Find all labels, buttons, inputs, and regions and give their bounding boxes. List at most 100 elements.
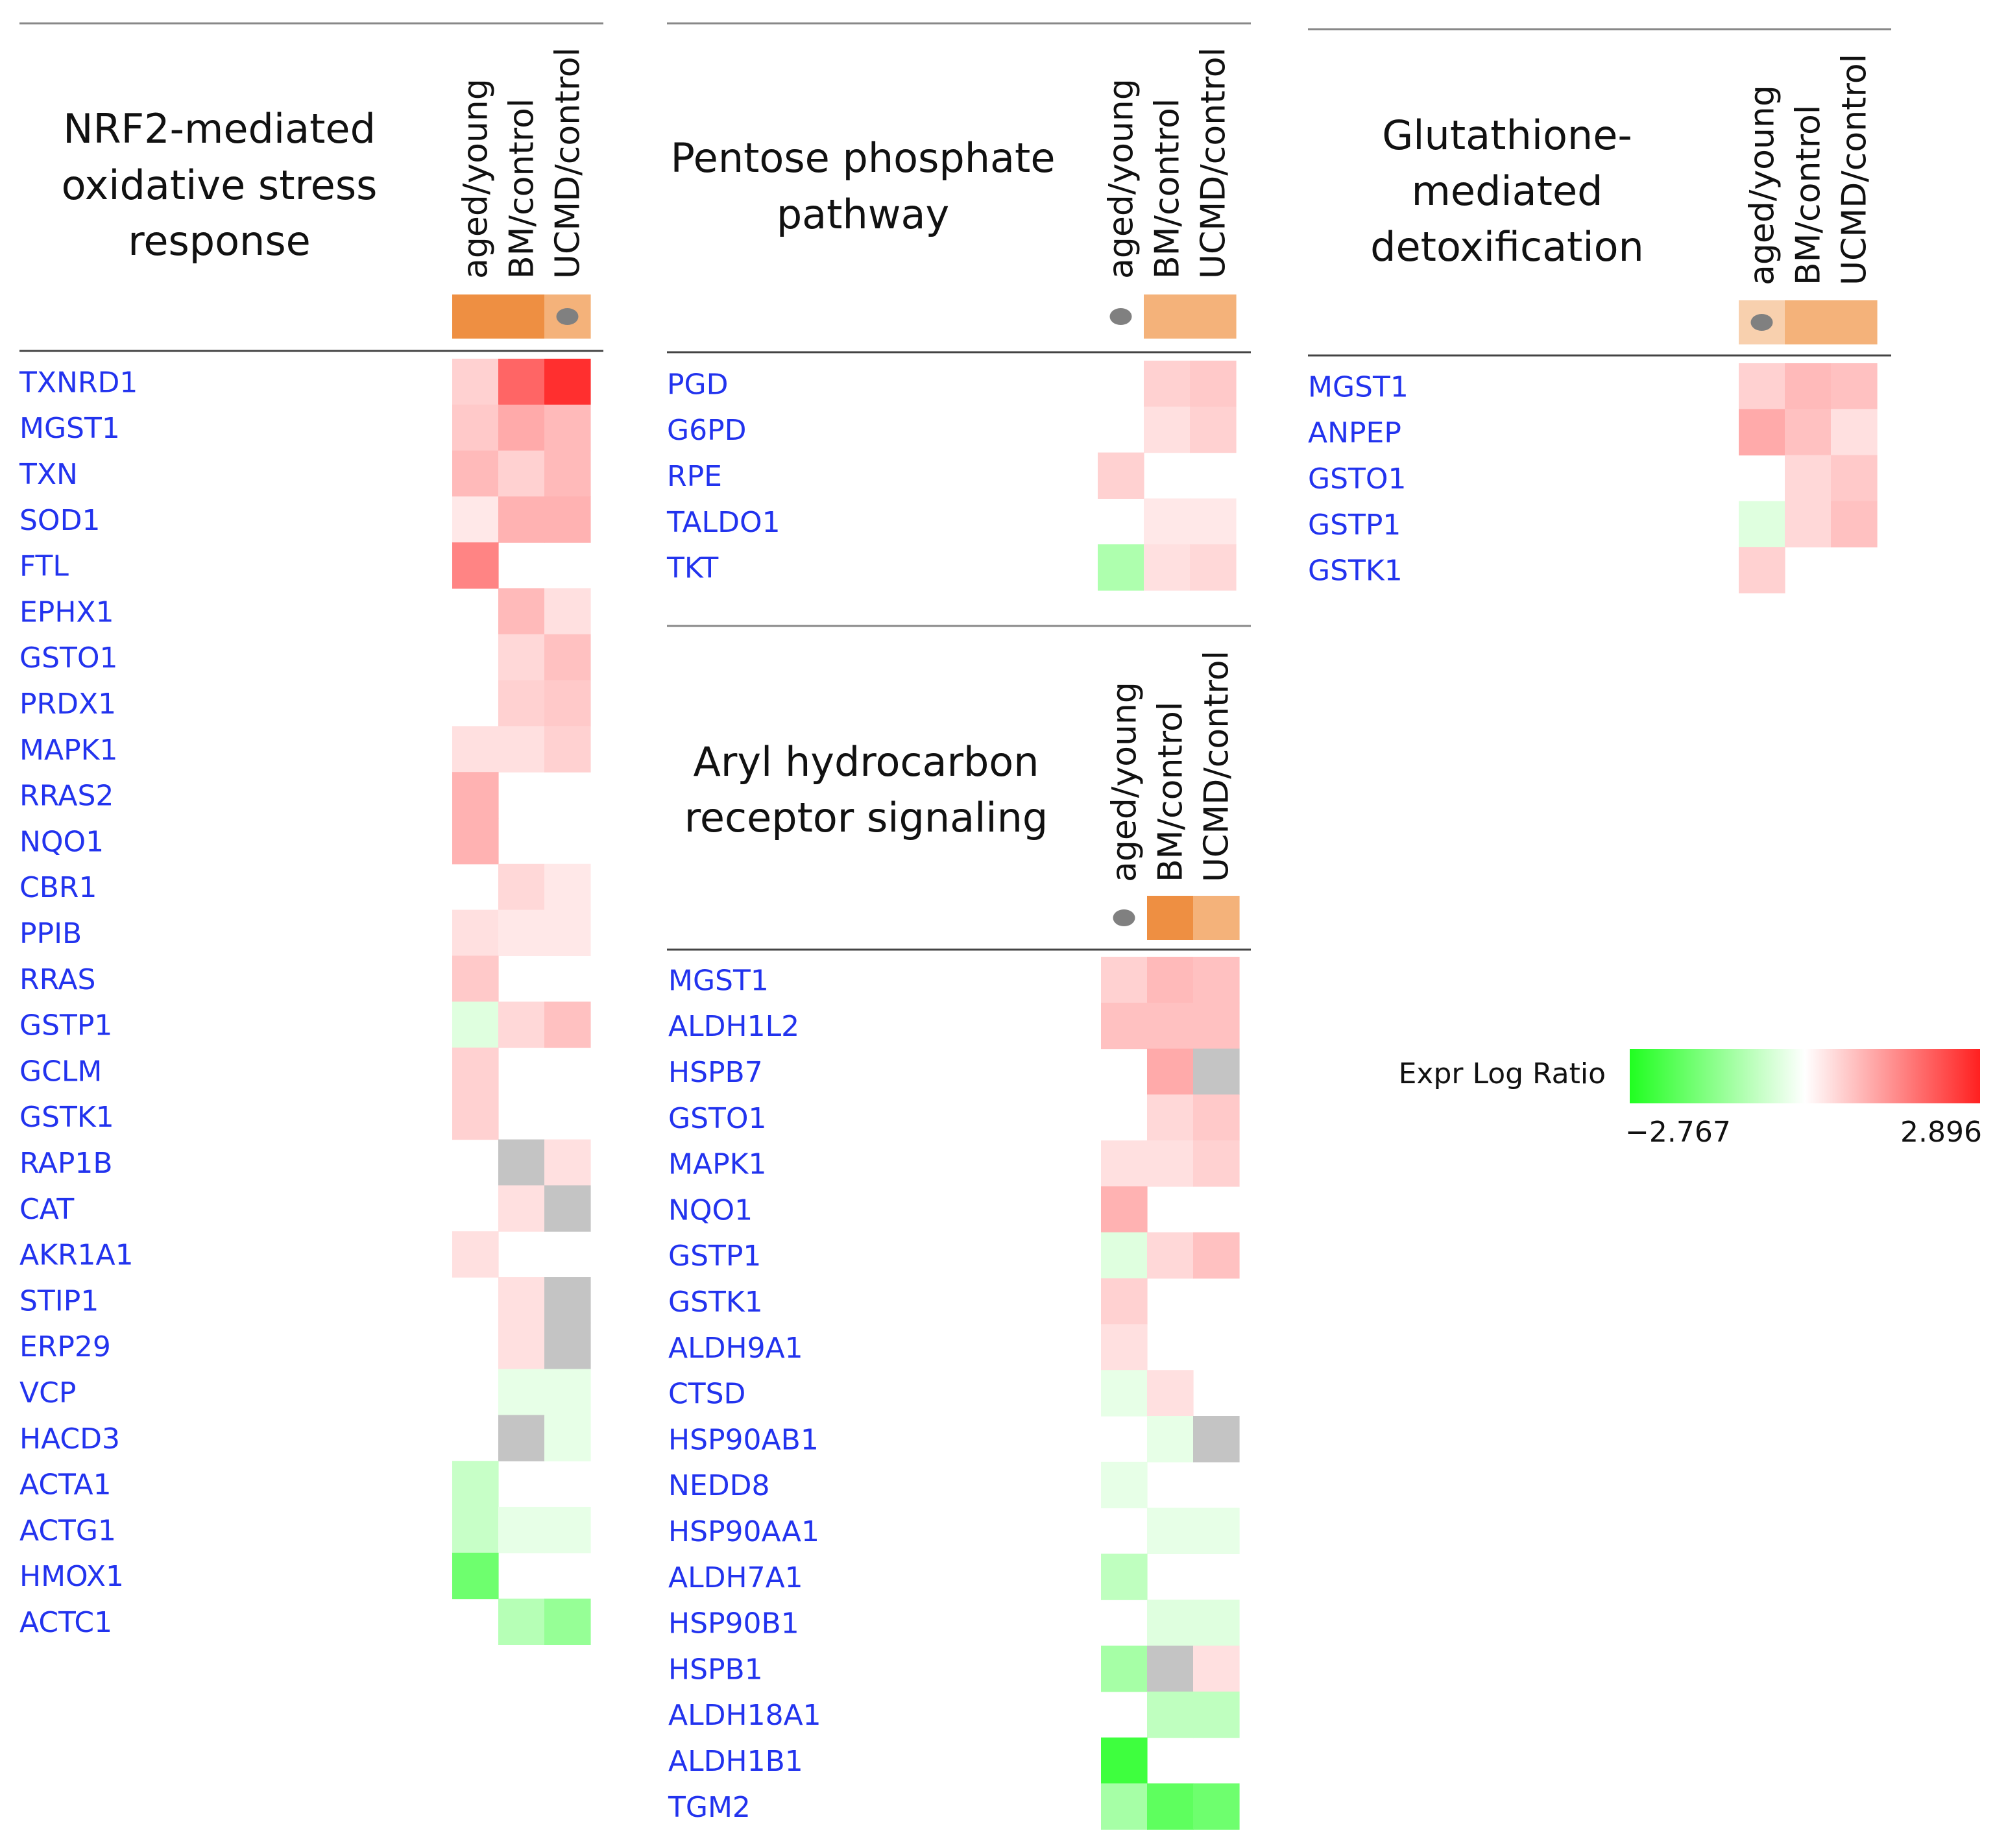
panel-title-line: receptor signaling <box>684 794 1048 841</box>
heatmap-cell <box>1098 452 1144 499</box>
panel-title-line: Glutathione- <box>1382 112 1632 159</box>
heatmap-cell <box>1831 455 1878 501</box>
legend-title: Expr Log Ratio <box>1399 1057 1606 1090</box>
heatmap-cell <box>1193 1094 1240 1141</box>
gene-label: SOD1 <box>19 504 100 537</box>
gene-label: HSP90AB1 <box>668 1423 819 1456</box>
heatmap-cell <box>544 1415 591 1461</box>
column-header: UCMD/control <box>549 47 588 279</box>
heatmap-cell <box>1101 1002 1148 1050</box>
column-header: aged/young <box>457 78 496 279</box>
column-header: UCMD/control <box>1194 47 1233 279</box>
heatmap-cell <box>1101 957 1148 1003</box>
heatmap-cell <box>1190 544 1237 591</box>
heatmap-cell <box>498 1415 545 1461</box>
pathway-panel: NRF2-mediated oxidative stress response age… <box>19 22 603 1645</box>
heatmap-cell <box>498 726 545 773</box>
panel-title-line: mediated <box>1412 167 1603 215</box>
heatmap-cell <box>452 1231 499 1278</box>
heatmap-cell <box>1101 1554 1148 1600</box>
significance-bar-cell <box>498 294 545 339</box>
heatmap-cell <box>498 1323 545 1370</box>
heatmap-cell <box>452 542 499 589</box>
heatmap-cell <box>544 726 591 773</box>
gene-label: HACD3 <box>19 1422 120 1456</box>
gene-label: AKR1A1 <box>19 1239 134 1272</box>
heatmap-cell <box>1193 1691 1240 1738</box>
heatmap-cell <box>498 1002 545 1048</box>
column-header: aged/young <box>1102 78 1141 279</box>
gene-label: ALDH7A1 <box>668 1561 803 1594</box>
heatmap-cell <box>1147 1416 1194 1463</box>
column-header: UCMD/control <box>1198 651 1237 882</box>
heatmap-cell <box>452 772 499 819</box>
column-header: aged/young <box>1106 682 1144 882</box>
heatmap-cell <box>1193 1783 1240 1830</box>
pathway-panel: Aryl hydrocarbon receptor signaling aged/y… <box>667 625 1251 1830</box>
gene-label: MGST1 <box>19 412 120 445</box>
heatmap-cell <box>1785 409 1832 456</box>
heatmap-cell <box>1098 544 1144 591</box>
heatmap-cell <box>498 1277 545 1324</box>
heatmap-cell <box>1193 1140 1240 1187</box>
heatmap-cell <box>1190 406 1237 453</box>
gene-label: ALDH18A1 <box>668 1699 821 1732</box>
gene-label: ALDH9A1 <box>668 1332 803 1365</box>
heatmap-cell <box>452 909 499 956</box>
heatmap-cell <box>1144 361 1191 407</box>
heatmap-cell <box>544 588 591 635</box>
heatmap-cell <box>544 1002 591 1048</box>
gene-label: GSTO1 <box>19 642 118 675</box>
gene-label: CAT <box>19 1193 74 1226</box>
gene-label: ACTG1 <box>19 1514 116 1547</box>
heatmap-cell <box>544 1277 591 1324</box>
column-header: UCMD/control <box>1835 54 1874 285</box>
heatmap-cell <box>1831 363 1878 410</box>
heatmap-cell <box>452 818 499 865</box>
gene-label: GSTO1 <box>1308 462 1407 496</box>
heatmap-cell <box>498 680 545 726</box>
heatmap-cell <box>498 450 545 497</box>
heatmap-cell <box>1101 1646 1148 1692</box>
gene-label: NEDD8 <box>668 1469 769 1502</box>
heatmap-cell <box>498 404 545 451</box>
heatmap-cell <box>498 634 545 681</box>
gene-label: TXNRD1 <box>19 366 138 399</box>
significance-dot <box>1750 314 1773 331</box>
heatmap-cell <box>498 588 545 635</box>
gene-label: PGD <box>667 368 729 401</box>
gene-label: GSTP1 <box>1308 509 1401 542</box>
column-header: BM/control <box>503 99 542 279</box>
heatmap-cell <box>1101 1324 1148 1371</box>
heatmap-cell <box>1193 1232 1240 1279</box>
heatmap-cell <box>544 404 591 451</box>
gene-label: CTSD <box>668 1378 745 1411</box>
heatmap-cell <box>1785 363 1832 410</box>
gene-label: STIP1 <box>19 1284 99 1317</box>
heatmap-cell <box>1147 1783 1194 1830</box>
heatmap-cell <box>544 359 591 405</box>
gene-label: TXN <box>19 458 78 491</box>
heatmap-cell <box>544 496 591 543</box>
legend-min-label: −2.767 <box>1625 1116 1731 1149</box>
heatmap-cell <box>544 450 591 497</box>
panel-title-line: detoxification <box>1370 223 1644 270</box>
gene-label: MAPK1 <box>668 1148 766 1181</box>
heatmap-cell <box>1144 544 1191 591</box>
heatmap-cell <box>498 496 545 543</box>
gene-label: CBR1 <box>19 871 97 904</box>
heatmap-cell <box>1739 363 1785 410</box>
gene-label: TGM2 <box>668 1791 751 1824</box>
heatmap-cell <box>1739 547 1785 594</box>
gene-label: VCP <box>19 1376 76 1410</box>
gene-label: HSPB1 <box>668 1653 763 1686</box>
heatmap-cell <box>1144 498 1191 545</box>
heatmap-cell <box>544 909 591 956</box>
heatmap-cell <box>1101 1783 1148 1830</box>
heatmap-cell <box>1190 361 1237 407</box>
heatmap-cell <box>498 1185 545 1232</box>
significance-bar-cell <box>1785 300 1832 344</box>
significance-dot <box>1113 909 1135 926</box>
heatmap-cell <box>1144 406 1191 453</box>
heatmap-cell <box>452 1002 499 1048</box>
